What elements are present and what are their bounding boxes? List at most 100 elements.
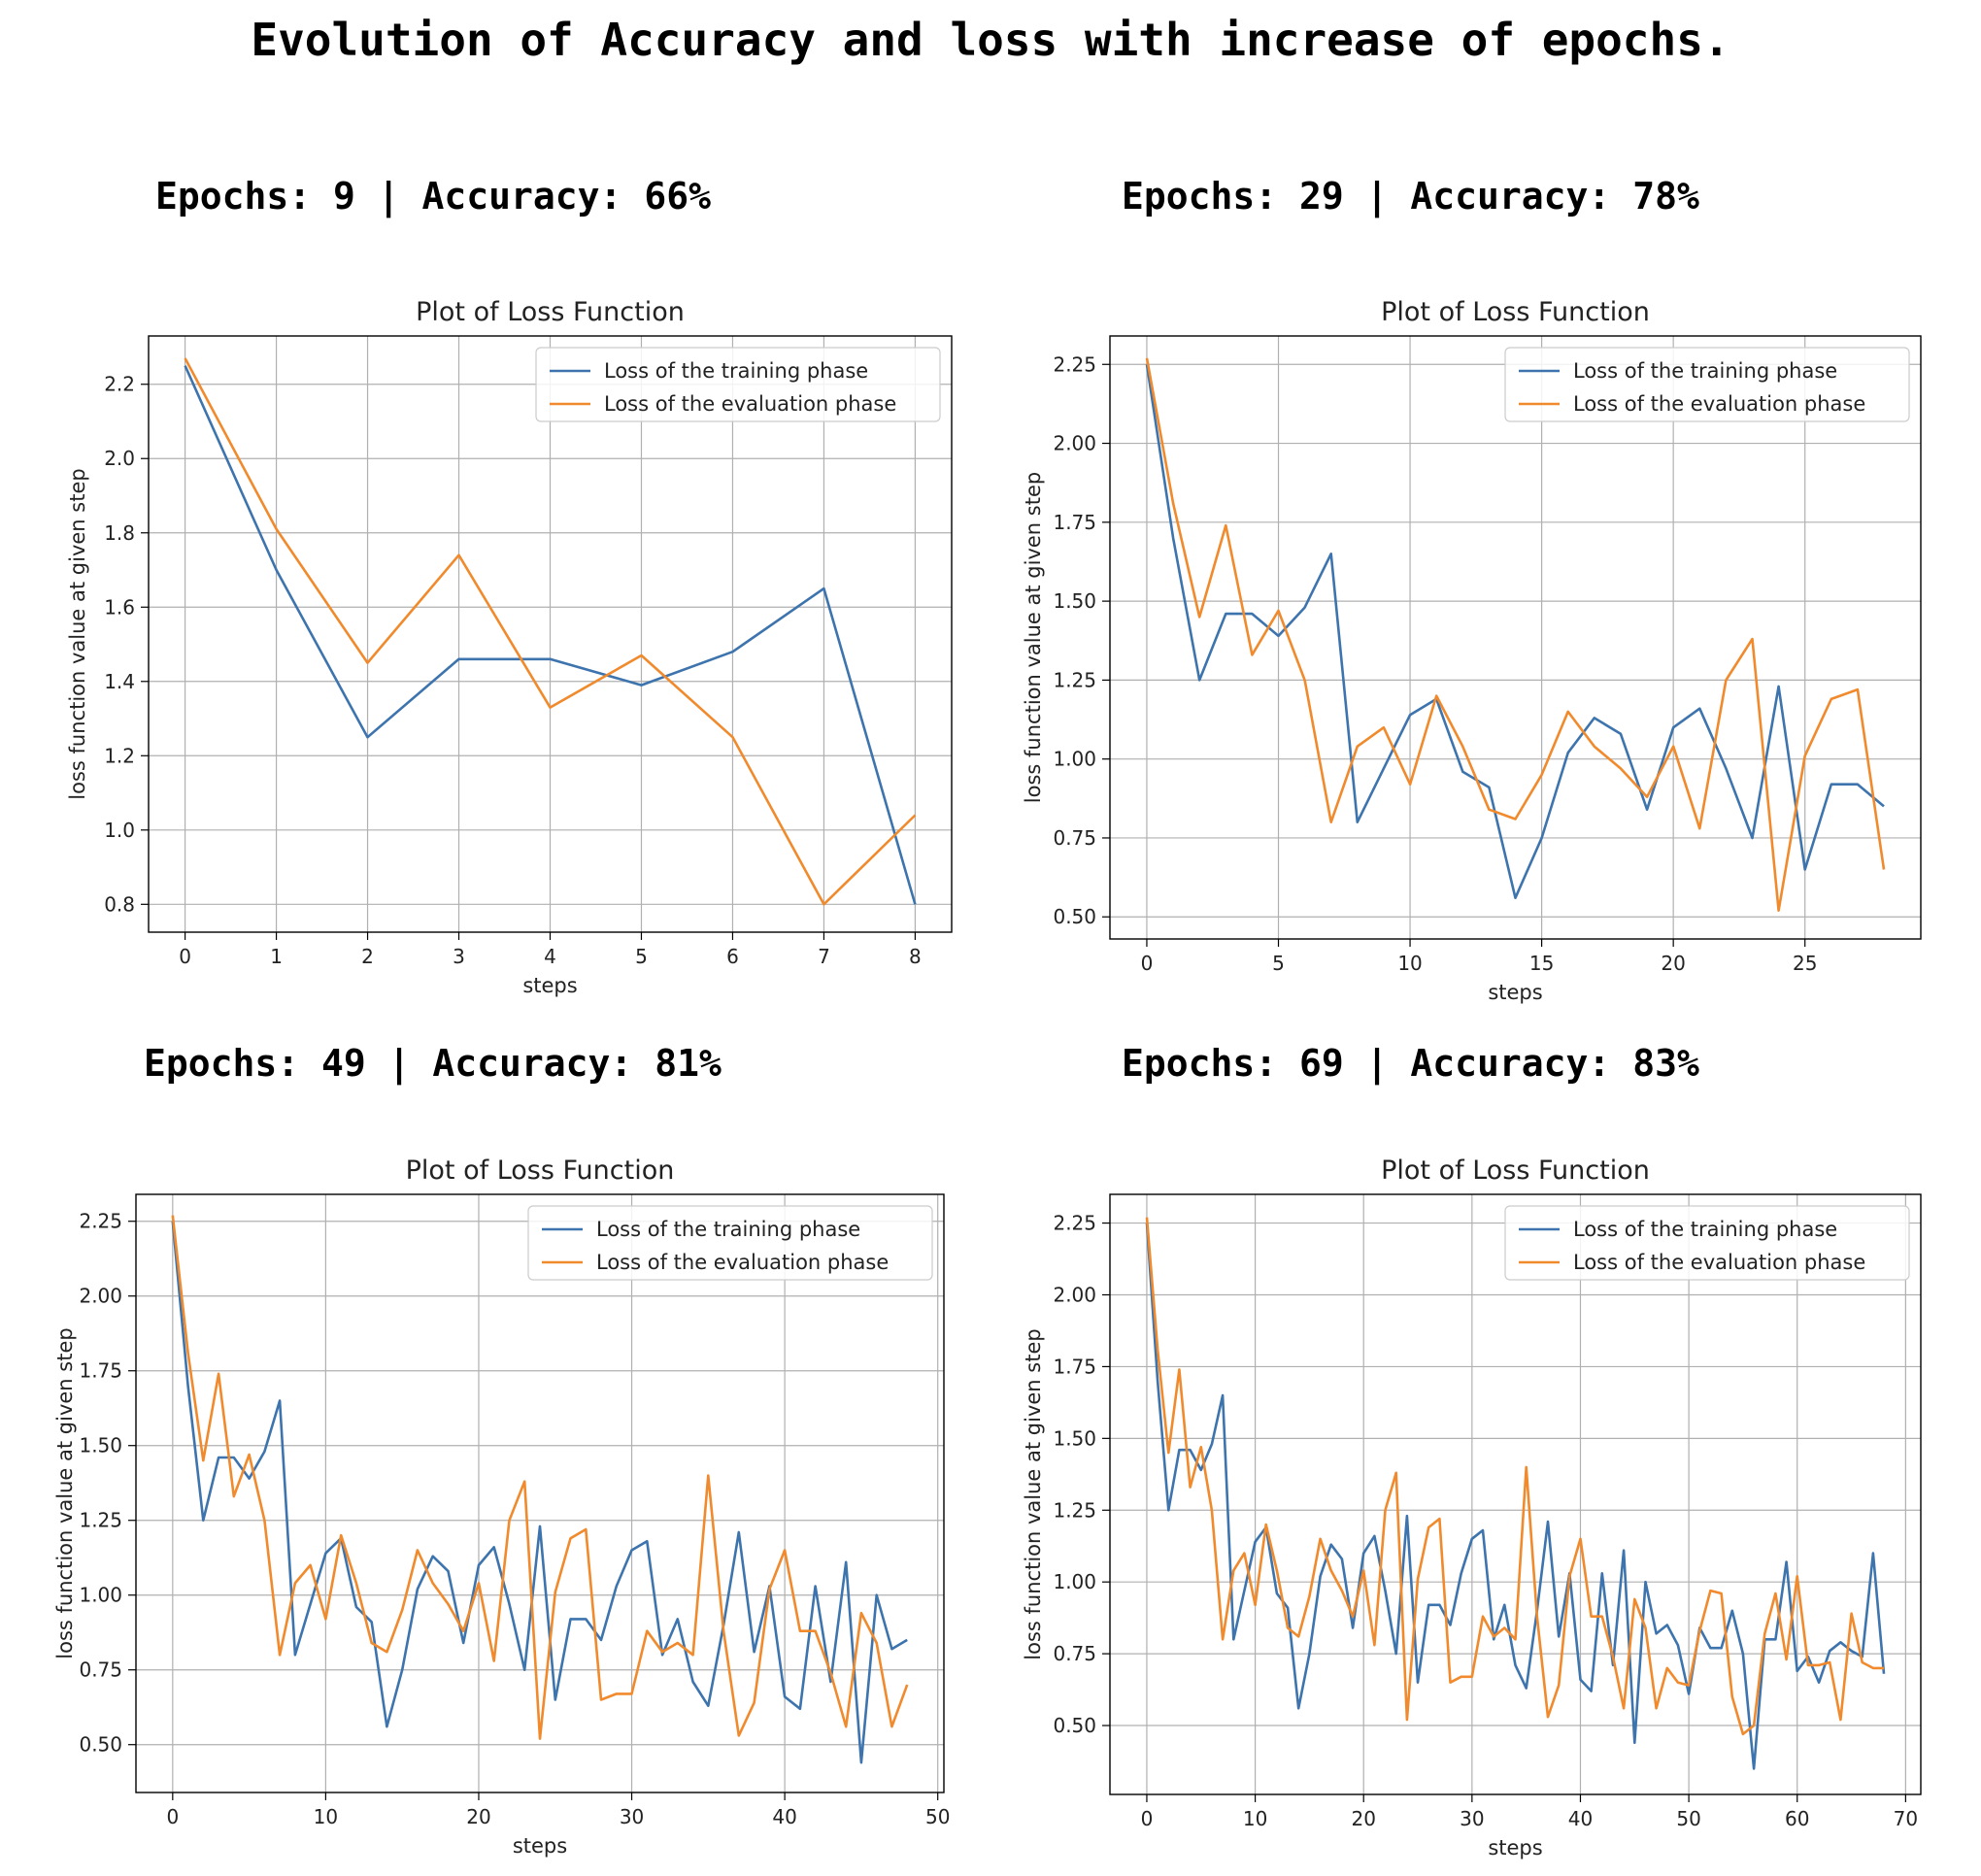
x-tick-label: 0 [179,945,191,968]
x-tick-label: 5 [635,945,648,968]
x-tick-label: 10 [1243,1807,1267,1830]
x-axis-label: steps [1488,981,1542,1004]
legend-evaluation-label: Loss of the evaluation phase [1573,392,1865,416]
x-tick-label: 20 [1661,952,1685,975]
plot-frame [1109,1193,1922,1795]
legend-training-label: Loss of the training phase [604,359,868,383]
y-tick-label: 0.75 [1053,826,1096,850]
legend-training-label: Loss of the training phase [1573,1218,1837,1241]
x-tick-label: 15 [1529,952,1554,975]
x-tick-label: 40 [1568,1807,1593,1830]
y-axis-label: loss function value at given step [53,1327,77,1658]
legend-box [1504,1205,1910,1281]
legend-evaluation-label: Loss of the evaluation phase [596,1251,889,1274]
legend-box [527,1205,933,1281]
x-tick-label: 25 [1793,952,1817,975]
x-tick-label: 5 [1272,952,1285,975]
y-tick-label: 2.25 [1053,1212,1096,1235]
x-tick-label: 1 [270,945,283,968]
plot-title: Plot of Loss Function [416,297,685,327]
y-tick-label: 1.25 [79,1509,122,1532]
plot-frame [148,335,953,933]
x-tick-label: 0 [166,1805,179,1828]
x-tick-label: 70 [1894,1807,1918,1830]
y-tick-label: 1.50 [1053,1426,1096,1450]
y-tick-label: 1.2 [104,744,135,767]
y-tick-label: 1.50 [79,1434,122,1457]
y-tick-label: 2.00 [79,1285,122,1308]
y-tick-label: 1.00 [1053,1570,1096,1593]
y-tick-label: 1.8 [104,521,135,545]
y-tick-label: 2.00 [1053,1283,1096,1306]
chart-2: 0 5 10 15 20 25 0.50 0.75 1.00 1.25 1.50 1.75 2.00 2.… [1022,297,1922,1004]
y-tick-label: 2.25 [79,1210,122,1233]
panel-heading-1: Epochs: 9 | Accuracy: 66% [155,175,711,218]
y-axis-label: loss function value at given step [1022,472,1045,803]
y-tick-label: 0.75 [1053,1642,1096,1665]
x-tick-label: 50 [1676,1807,1700,1830]
x-axis-label: steps [513,1834,567,1858]
plot-title: Plot of Loss Function [1381,297,1650,327]
x-tick-label: 2 [361,945,374,968]
x-tick-label: 40 [772,1805,796,1828]
evaluation-loss-line [184,357,917,906]
legend-evaluation-label: Loss of the evaluation phase [1573,1251,1865,1274]
plot-frame [1109,335,1922,940]
chart-1: 0 1 2 3 4 5 6 7 8 0.8 1.0 1.2 1.4 1.6 1.8 2.0 2.2 Plot of… [66,297,953,997]
x-tick-label: 30 [1460,1807,1484,1830]
y-tick-label: 0.50 [79,1733,122,1757]
y-tick-label: 1.4 [104,670,135,693]
y-tick-label: 1.75 [1053,1355,1096,1378]
evaluation-loss-line [171,1215,909,1740]
x-tick-label: 0 [1141,952,1154,975]
x-tick-label: 3 [453,945,465,968]
x-tick-label: 30 [620,1805,644,1828]
x-tick-label: 0 [1141,1807,1154,1830]
plot-title: Plot of Loss Function [1381,1156,1650,1186]
x-axis-label: steps [1488,1836,1542,1859]
plot-frame [135,1193,945,1793]
x-tick-label: 10 [314,1805,338,1828]
legend-evaluation-label: Loss of the evaluation phase [604,392,896,416]
legend-box [1504,347,1910,422]
evaluation-loss-line [1145,1217,1884,1736]
y-tick-label: 1.25 [1053,1498,1096,1522]
y-tick-label: 1.00 [79,1584,122,1607]
x-tick-label: 50 [925,1805,950,1828]
y-tick-label: 1.25 [1053,668,1096,691]
y-tick-label: 1.50 [1053,589,1096,613]
panel-heading-4: Epochs: 69 | Accuracy: 83% [1122,1042,1699,1085]
y-tick-label: 1.00 [1053,748,1096,771]
figure-title: Evolution of Accuracy and loss with incr… [251,14,1730,66]
x-tick-label: 10 [1397,952,1422,975]
y-tick-label: 1.0 [104,819,135,842]
evaluation-loss-line [1145,357,1886,913]
training-loss-line [1145,364,1885,900]
legend-training-label: Loss of the training phase [1573,359,1837,383]
y-tick-label: 0.50 [1053,1714,1096,1737]
x-tick-label: 6 [726,945,739,968]
chart-4: 0 10 20 30 40 50 60 70 0.50 0.75 1.00 1.25 1.50 1.75 2… [1022,1156,1922,1859]
legend-box [535,347,941,422]
y-tick-label: 1.75 [79,1359,122,1383]
x-tick-label: 20 [466,1805,490,1828]
training-loss-line [1145,1223,1886,1770]
y-tick-label: 0.50 [1053,905,1096,928]
legend-training-label: Loss of the training phase [596,1218,860,1241]
y-tick-label: 2.25 [1053,352,1096,376]
panel-heading-3: Epochs: 49 | Accuracy: 81% [144,1042,722,1085]
x-tick-label: 60 [1785,1807,1809,1830]
y-tick-label: 2.00 [1053,432,1096,455]
y-tick-label: 0.8 [104,892,135,916]
x-tick-label: 4 [544,945,556,968]
y-tick-label: 2.0 [104,447,135,470]
chart-3: 0 10 20 30 40 50 0.50 0.75 1.00 1.25 1.50 1.75 2.00 2… [53,1156,950,1858]
x-axis-label: steps [522,974,577,997]
training-loss-line [184,365,917,905]
x-tick-label: 8 [909,945,922,968]
y-tick-label: 2.2 [104,373,135,396]
y-axis-label: loss function value at given step [66,468,89,799]
x-tick-label: 20 [1351,1807,1375,1830]
plot-title: Plot of Loss Function [406,1156,675,1186]
